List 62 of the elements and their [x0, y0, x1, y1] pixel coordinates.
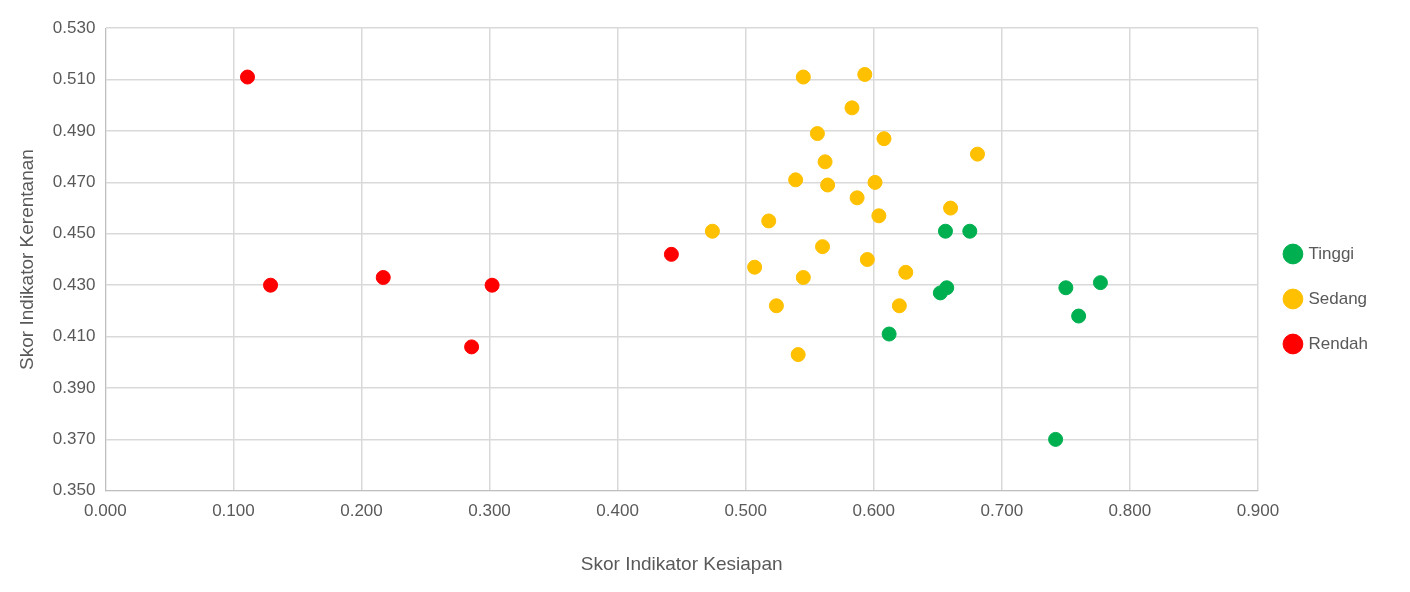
y-tick-label: 0.350	[52, 480, 96, 500]
y-tick-label: 0.510	[52, 69, 96, 89]
point	[859, 252, 875, 267]
point	[375, 269, 391, 285]
y-tick-label: 0.390	[52, 377, 96, 397]
point	[263, 277, 279, 293]
point	[876, 131, 892, 147]
point	[790, 347, 806, 363]
point	[937, 223, 953, 239]
y-tick-label: 0.530	[52, 17, 96, 37]
point	[962, 223, 978, 239]
point	[1058, 280, 1074, 296]
y-axis-title: Skor Indikator Kerentanan	[15, 149, 37, 370]
x-tick-label: 0.800	[1108, 500, 1152, 520]
point	[817, 154, 833, 170]
point	[820, 177, 836, 193]
x-tick-label: 0.700	[980, 500, 1024, 520]
point	[857, 66, 873, 82]
x-tick-label: 0.100	[212, 500, 255, 520]
x-tick-label: 0.400	[596, 500, 639, 520]
legend-label: Tinggi	[1308, 243, 1355, 263]
x-tick-label: 0.200	[340, 500, 383, 520]
point	[809, 126, 825, 142]
point	[932, 285, 948, 301]
x-axis-title: Skor Indikator Kesiapan	[580, 552, 783, 574]
point	[1071, 308, 1087, 324]
point	[898, 264, 914, 280]
x-tick-label: 0.600	[852, 500, 896, 520]
y-tick-label: 0.410	[52, 326, 96, 346]
point	[704, 223, 720, 239]
y-tick-label: 0.450	[52, 223, 96, 243]
point	[795, 269, 811, 285]
point	[768, 298, 784, 314]
point	[849, 190, 865, 206]
point	[484, 277, 500, 293]
y-tick-label: 0.490	[52, 120, 96, 140]
x-tick-label: 0.000	[84, 500, 127, 520]
point	[881, 326, 897, 342]
legend-label: Sedang	[1308, 288, 1368, 308]
point	[240, 69, 255, 85]
point	[795, 69, 811, 85]
x-tick-label: 0.500	[724, 500, 767, 520]
point	[871, 208, 887, 224]
y-tick-label: 0.370	[52, 429, 96, 449]
point	[891, 298, 907, 314]
point	[943, 200, 959, 216]
point	[815, 239, 831, 255]
point	[788, 172, 804, 188]
y-tick-label: 0.430	[52, 274, 96, 294]
point	[747, 259, 763, 275]
point	[464, 339, 480, 355]
point	[969, 146, 985, 162]
point	[1048, 431, 1064, 447]
x-tick-label: 0.900	[1236, 500, 1280, 520]
y-tick-label: 0.470	[52, 172, 96, 192]
point	[1092, 275, 1108, 291]
point	[844, 100, 860, 116]
legend-label: Rendah	[1308, 333, 1369, 353]
point	[761, 213, 777, 229]
x-tick-label: 0.300	[468, 500, 511, 520]
point	[867, 174, 883, 190]
point	[663, 246, 679, 262]
